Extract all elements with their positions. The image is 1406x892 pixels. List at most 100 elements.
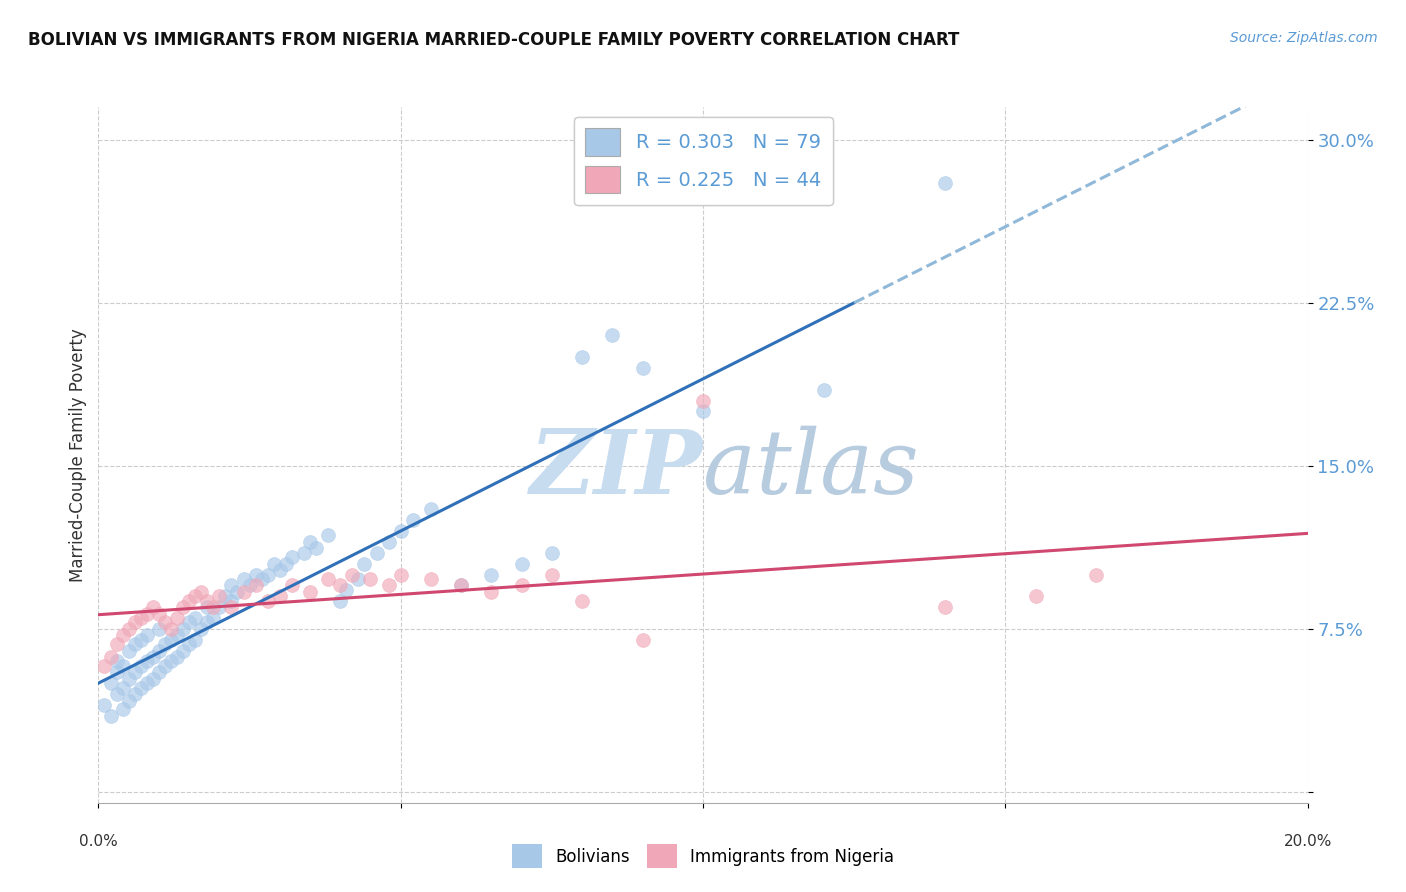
- Point: [256, 567, 278, 582]
- Point: [195, 615, 218, 630]
- Point: [129, 681, 152, 695]
- Point: [419, 572, 441, 586]
- Text: 0.0%: 0.0%: [79, 834, 118, 849]
- Point: [124, 637, 146, 651]
- Point: [148, 622, 170, 636]
- Point: [135, 628, 157, 642]
- Point: [692, 393, 714, 408]
- Point: [190, 622, 212, 636]
- Point: [118, 672, 141, 686]
- Point: [389, 524, 412, 538]
- Point: [172, 622, 194, 636]
- Point: [111, 702, 134, 716]
- Point: [100, 708, 122, 723]
- Y-axis label: Married-Couple Family Poverty: Married-Couple Family Poverty: [69, 328, 87, 582]
- Point: [602, 328, 624, 343]
- Point: [510, 557, 533, 571]
- Point: [142, 600, 165, 615]
- Point: [208, 600, 231, 615]
- Point: [129, 632, 152, 647]
- Point: [135, 676, 157, 690]
- Point: [184, 611, 207, 625]
- Point: [232, 572, 254, 586]
- Point: [105, 687, 128, 701]
- Point: [166, 611, 188, 625]
- Point: [153, 615, 176, 630]
- Point: [184, 589, 207, 603]
- Point: [142, 650, 165, 665]
- Point: [111, 658, 134, 673]
- Point: [245, 567, 267, 582]
- Point: [389, 567, 412, 582]
- Point: [148, 665, 170, 680]
- Point: [111, 628, 134, 642]
- Point: [124, 687, 146, 701]
- Text: ZIP: ZIP: [530, 425, 703, 512]
- Point: [419, 502, 441, 516]
- Point: [214, 589, 236, 603]
- Point: [631, 632, 654, 647]
- Point: [184, 632, 207, 647]
- Point: [142, 672, 165, 686]
- Point: [305, 541, 328, 556]
- Point: [135, 607, 157, 621]
- Point: [195, 593, 218, 607]
- Point: [232, 585, 254, 599]
- Point: [124, 665, 146, 680]
- Point: [353, 557, 375, 571]
- Text: Source: ZipAtlas.com: Source: ZipAtlas.com: [1230, 31, 1378, 45]
- Point: [256, 593, 278, 607]
- Point: [631, 361, 654, 376]
- Point: [377, 578, 399, 592]
- Point: [292, 546, 315, 560]
- Point: [250, 572, 273, 586]
- Point: [172, 600, 194, 615]
- Point: [299, 534, 322, 549]
- Point: [360, 572, 382, 586]
- Point: [160, 622, 183, 636]
- Point: [329, 578, 352, 592]
- Point: [239, 578, 262, 592]
- Point: [153, 658, 176, 673]
- Point: [540, 546, 562, 560]
- Point: [177, 593, 201, 607]
- Point: [274, 557, 297, 571]
- Point: [129, 658, 152, 673]
- Point: [105, 665, 128, 680]
- Point: [172, 643, 194, 657]
- Text: BOLIVIAN VS IMMIGRANTS FROM NIGERIA MARRIED-COUPLE FAMILY POVERTY CORRELATION CH: BOLIVIAN VS IMMIGRANTS FROM NIGERIA MARR…: [28, 31, 959, 49]
- Point: [299, 585, 322, 599]
- Point: [226, 585, 249, 599]
- Point: [342, 567, 364, 582]
- Point: [571, 593, 593, 607]
- Point: [540, 567, 562, 582]
- Point: [571, 350, 593, 364]
- Point: [281, 578, 304, 592]
- Point: [450, 578, 472, 592]
- Point: [281, 550, 304, 565]
- Point: [934, 600, 956, 615]
- Text: 20.0%: 20.0%: [1284, 834, 1331, 849]
- Point: [93, 658, 115, 673]
- Point: [366, 546, 388, 560]
- Point: [118, 693, 141, 707]
- Point: [135, 655, 157, 669]
- Point: [269, 563, 291, 577]
- Point: [118, 643, 141, 657]
- Point: [100, 650, 122, 665]
- Point: [481, 585, 503, 599]
- Point: [402, 513, 425, 527]
- Point: [100, 676, 122, 690]
- Point: [221, 578, 243, 592]
- Point: [166, 628, 188, 642]
- Point: [202, 600, 225, 615]
- Point: [1085, 567, 1108, 582]
- Point: [1024, 589, 1046, 603]
- Point: [105, 655, 128, 669]
- Point: [177, 615, 201, 630]
- Point: [934, 176, 956, 190]
- Point: [148, 607, 170, 621]
- Point: [316, 572, 339, 586]
- Point: [208, 589, 231, 603]
- Point: [190, 585, 212, 599]
